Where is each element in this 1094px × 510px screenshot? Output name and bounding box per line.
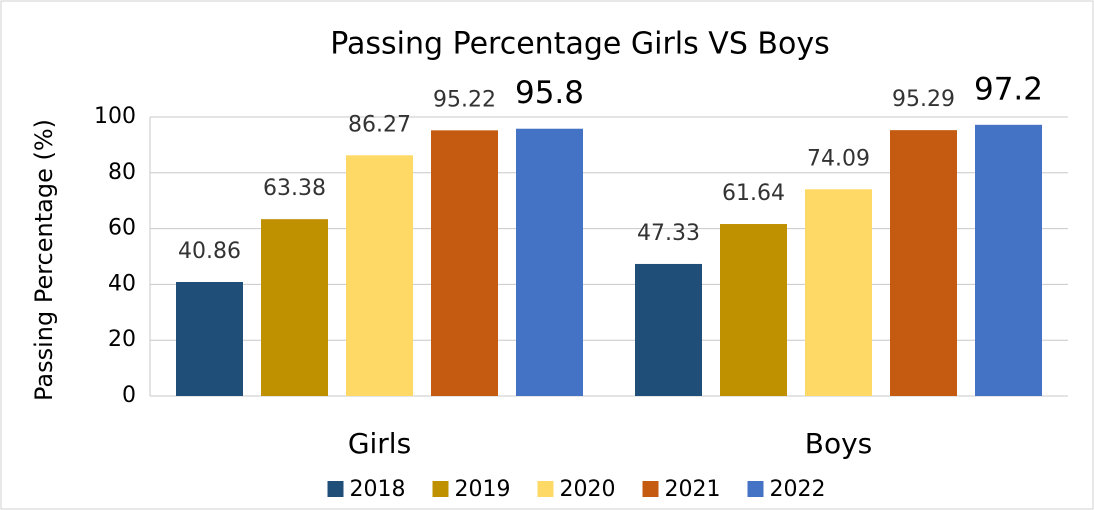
y-tick-label: 40 (108, 271, 136, 296)
bar (720, 224, 787, 396)
bar (635, 263, 702, 396)
legend-swatch (642, 481, 659, 497)
data-label: 86.27 (348, 112, 411, 137)
chart-title: Passing Percentage Girls VS Boys (330, 27, 829, 62)
legend-label: 2019 (455, 477, 511, 502)
bar (261, 219, 328, 396)
bar (516, 128, 583, 396)
legend-label: 2021 (665, 477, 721, 502)
legend-swatch (327, 481, 344, 497)
legend-swatch (432, 481, 449, 497)
bar (805, 189, 872, 396)
data-label: 95.29 (892, 87, 955, 112)
data-label: 47.33 (637, 221, 700, 246)
y-axis-label: Passing Percentage (%) (30, 119, 58, 401)
data-label: 61.64 (722, 181, 785, 206)
data-label: 74.09 (807, 146, 870, 171)
y-tick-label: 20 (108, 327, 136, 352)
y-tick-label: 0 (122, 383, 136, 408)
bar (890, 130, 957, 396)
legend-label: 2020 (560, 477, 616, 502)
x-tick-label: Girls (348, 427, 411, 460)
bar (975, 124, 1042, 396)
y-tick-label: 60 (108, 216, 136, 241)
bar (431, 130, 498, 397)
data-label: 63.38 (263, 176, 326, 201)
data-label: 95.8 (515, 75, 584, 111)
bar (176, 282, 243, 396)
data-label: 40.86 (178, 239, 241, 264)
legend-swatch (537, 481, 554, 497)
data-label: 97.2 (974, 71, 1043, 107)
x-tick-label: Boys (805, 427, 873, 460)
legend-swatch (747, 481, 764, 497)
bar (346, 155, 413, 396)
y-tick-label: 80 (108, 160, 136, 185)
legend-label: 2022 (770, 477, 826, 502)
y-tick-label: 100 (94, 104, 136, 129)
data-label: 95.22 (433, 87, 496, 112)
legend-label: 2018 (350, 477, 406, 502)
